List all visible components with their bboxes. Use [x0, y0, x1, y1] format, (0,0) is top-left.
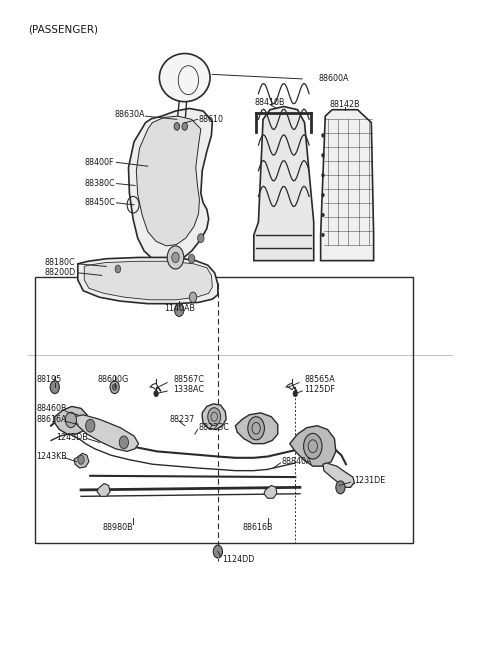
Text: 88195: 88195 [36, 375, 61, 384]
Text: 1231DE: 1231DE [354, 476, 385, 486]
Circle shape [322, 233, 324, 237]
Circle shape [213, 545, 223, 558]
Polygon shape [323, 463, 354, 487]
Text: 88567C: 88567C [173, 375, 204, 384]
Polygon shape [202, 404, 226, 429]
Polygon shape [74, 454, 89, 468]
Text: 1124DD: 1124DD [223, 555, 255, 564]
Polygon shape [84, 262, 212, 300]
Circle shape [188, 254, 195, 263]
Text: 88380C: 88380C [84, 179, 115, 188]
Polygon shape [97, 484, 110, 496]
Text: 88400F: 88400F [84, 158, 114, 167]
Circle shape [65, 412, 76, 427]
Polygon shape [321, 110, 373, 261]
Text: 88237: 88237 [170, 415, 195, 423]
Text: 88600G: 88600G [97, 375, 129, 384]
Circle shape [189, 292, 197, 302]
Polygon shape [235, 413, 278, 444]
Text: 88565A: 88565A [304, 375, 335, 384]
Polygon shape [136, 116, 201, 246]
Text: 1338AC: 1338AC [173, 385, 204, 393]
Text: 88616B: 88616B [242, 522, 273, 532]
Text: 1140AB: 1140AB [164, 304, 195, 313]
Polygon shape [55, 407, 88, 434]
Text: 88840A: 88840A [281, 457, 312, 466]
Polygon shape [129, 108, 212, 262]
Text: 88200D: 88200D [44, 268, 75, 278]
Circle shape [167, 246, 184, 269]
Text: 88616A: 88616A [36, 415, 67, 423]
Polygon shape [78, 258, 218, 304]
Circle shape [293, 391, 298, 397]
Text: 1243DB: 1243DB [56, 433, 87, 442]
Circle shape [208, 407, 221, 425]
Text: 88600A: 88600A [318, 74, 349, 84]
Circle shape [112, 384, 117, 391]
Circle shape [182, 122, 188, 130]
Circle shape [248, 417, 264, 440]
Text: 88223C: 88223C [199, 423, 229, 432]
Circle shape [322, 193, 324, 197]
Polygon shape [290, 425, 336, 466]
Circle shape [172, 252, 179, 262]
Text: 88460B: 88460B [36, 404, 67, 413]
Ellipse shape [159, 54, 210, 102]
Circle shape [154, 391, 158, 397]
Text: 88410B: 88410B [255, 98, 285, 106]
Circle shape [322, 173, 324, 177]
Circle shape [303, 434, 322, 459]
Circle shape [85, 419, 95, 432]
Text: 88610: 88610 [199, 115, 224, 124]
Text: 88980B: 88980B [103, 522, 133, 532]
Polygon shape [264, 486, 277, 498]
Circle shape [175, 304, 184, 316]
Circle shape [174, 122, 180, 130]
Text: 88142B: 88142B [330, 100, 360, 109]
Polygon shape [254, 106, 314, 261]
Text: 88450C: 88450C [84, 198, 115, 207]
Circle shape [119, 436, 129, 449]
Text: 88180C: 88180C [44, 258, 75, 267]
Circle shape [115, 265, 120, 273]
Text: 1243KB: 1243KB [36, 452, 67, 461]
Circle shape [78, 455, 84, 464]
Circle shape [336, 481, 345, 494]
Text: (PASSENGER): (PASSENGER) [28, 25, 98, 35]
Text: 88630A: 88630A [115, 110, 145, 119]
Bar [35, 277, 413, 543]
Circle shape [110, 381, 119, 393]
Circle shape [198, 233, 204, 243]
Circle shape [322, 153, 324, 157]
Circle shape [50, 381, 60, 393]
Circle shape [322, 213, 324, 217]
Circle shape [322, 134, 324, 137]
Polygon shape [74, 415, 139, 452]
Text: 1125DF: 1125DF [304, 385, 336, 393]
